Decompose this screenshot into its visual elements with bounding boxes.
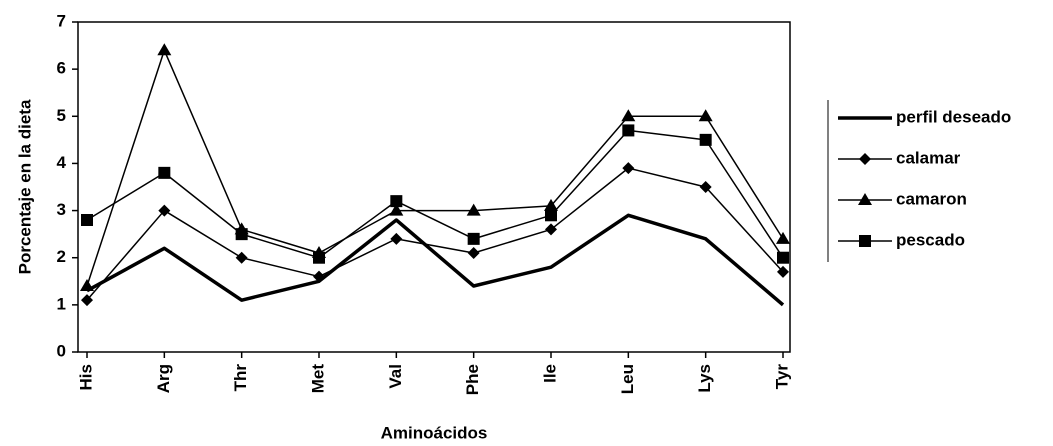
legend-label: camaron xyxy=(896,189,967,208)
x-tick-label: Lys xyxy=(695,364,714,393)
x-tick-label: Thr xyxy=(231,364,250,392)
x-tick-label: Met xyxy=(308,364,327,394)
y-tick-label: 5 xyxy=(57,106,66,125)
point xyxy=(467,232,480,245)
legend-marker xyxy=(859,153,871,165)
point xyxy=(80,279,94,291)
point xyxy=(81,294,93,307)
point xyxy=(158,204,171,217)
x-axis-label: Aminoácidos xyxy=(381,423,488,442)
point xyxy=(777,265,789,278)
point xyxy=(776,231,790,244)
point xyxy=(390,195,403,208)
point xyxy=(313,251,325,264)
point xyxy=(157,43,172,56)
legend-marker xyxy=(858,193,872,205)
y-tick-label: 1 xyxy=(57,294,66,313)
point xyxy=(466,203,481,216)
point xyxy=(698,109,713,122)
plot-frame xyxy=(77,21,791,353)
point xyxy=(622,162,635,175)
point xyxy=(389,203,404,216)
point xyxy=(622,124,635,137)
series-line xyxy=(86,49,784,287)
x-tick-label: Ile xyxy=(540,364,559,383)
y-axis-label: Porcentaje en la dieta xyxy=(15,99,34,274)
point xyxy=(235,251,248,264)
point xyxy=(621,109,636,122)
series-line xyxy=(86,213,785,307)
point xyxy=(235,228,248,241)
point xyxy=(313,270,325,283)
y-tick-label: 3 xyxy=(57,200,66,219)
point xyxy=(390,232,403,245)
point xyxy=(158,166,171,179)
point xyxy=(545,223,557,236)
point xyxy=(81,214,93,226)
legend-label: perfil deseado xyxy=(896,107,1011,126)
point xyxy=(467,247,480,259)
x-tick-label: Leu xyxy=(618,364,637,394)
x-tick-label: Val xyxy=(386,364,405,389)
y-tick-label: 0 xyxy=(57,341,66,360)
y-tick-label: 7 xyxy=(57,11,66,30)
y-tick-label: 4 xyxy=(57,153,67,172)
x-tick-label: Arg xyxy=(154,364,173,393)
y-tick-label: 2 xyxy=(57,247,66,266)
x-tick-label: Phe xyxy=(463,364,482,395)
x-tick-label: His xyxy=(76,364,95,390)
x-tick-label: Tyr xyxy=(772,364,791,390)
series-line xyxy=(86,167,784,301)
point xyxy=(777,251,789,264)
point xyxy=(699,133,712,146)
y-tick-label: 6 xyxy=(57,59,66,78)
legend-label: pescado xyxy=(896,230,965,249)
point xyxy=(545,209,557,222)
point xyxy=(544,198,558,211)
point xyxy=(699,181,712,193)
legend-marker xyxy=(859,235,871,247)
series-line xyxy=(86,129,784,259)
legend-label: calamar xyxy=(896,148,961,167)
